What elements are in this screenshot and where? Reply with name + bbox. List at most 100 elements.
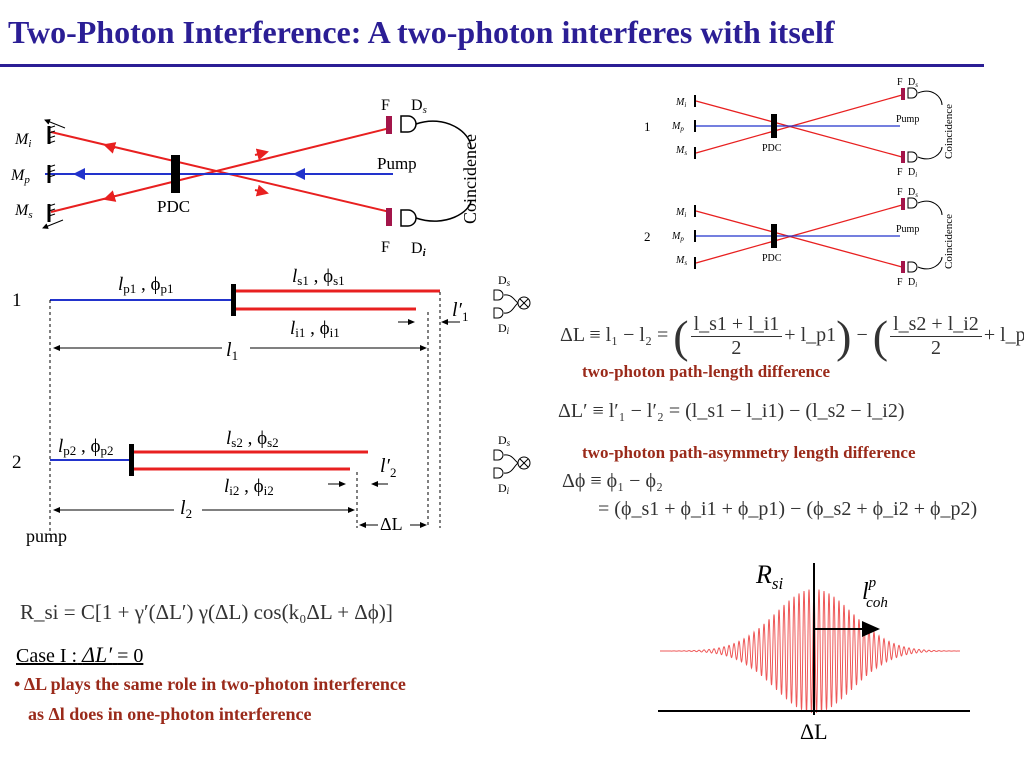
row-number-2: 2 bbox=[12, 452, 22, 473]
bullet-line-1: • ΔL plays the same role in two-photon i… bbox=[14, 674, 406, 695]
eq1-t2-den: 2 bbox=[930, 337, 941, 359]
eq1-t1-den: 2 bbox=[731, 337, 742, 359]
svg-text:Pump: Pump bbox=[896, 114, 919, 125]
coincidence-cable bbox=[415, 120, 472, 222]
path-length-diagram: 1 2 lp1 , ϕp1 ls1 , ϕs1 li1 , ϕi1 l′1 l1… bbox=[12, 266, 531, 546]
lp2-label: lp2 , ϕp2 bbox=[58, 436, 114, 458]
case-label: Case I : ΔL′ = 0 bbox=[16, 642, 143, 668]
li1-label: li1 , ϕi1 bbox=[290, 318, 340, 340]
mirror-s bbox=[42, 203, 64, 229]
pdc-label: PDC bbox=[157, 197, 190, 216]
lprime1-label: l′1 bbox=[452, 299, 468, 324]
delta-L-label: ΔL bbox=[380, 514, 403, 534]
filter-bottom bbox=[386, 208, 392, 226]
detector-pair-2: Ds Di bbox=[493, 433, 531, 496]
case-value: = 0 bbox=[117, 645, 144, 667]
red-arrow bbox=[103, 142, 117, 154]
coincidence-label: Coincidence bbox=[460, 134, 480, 224]
svg-text:F: F bbox=[897, 187, 903, 198]
svg-text:Di: Di bbox=[498, 321, 510, 336]
fringe-curve bbox=[659, 588, 961, 713]
case-title: Case I : bbox=[16, 645, 78, 667]
lprime2-label: l′2 bbox=[380, 455, 396, 480]
small-diagrams: 1 PDC Pump Mi Mp Ms F Ds F Di Coincidenc… bbox=[644, 77, 955, 289]
mirror-label-p: Mp bbox=[10, 167, 30, 186]
ls1-label: ls1 , ϕs1 bbox=[292, 266, 345, 288]
bullet-line-2: as Δl does in one-photon interference bbox=[28, 704, 312, 724]
page-title: Two-Photon Interference: A two-photon in… bbox=[8, 14, 835, 50]
equation-delta-L: ΔL ≡ l₁ − l₂ = (l_s1 + l_i1 2 + l_p1) − (l… bbox=[560, 310, 1024, 363]
eq1-lhs: ΔL ≡ l₁ − l₂ = bbox=[560, 324, 669, 347]
pdc-crystal bbox=[171, 155, 180, 193]
svg-text:Ds: Ds bbox=[498, 433, 511, 448]
eq1-minus: − bbox=[856, 324, 868, 347]
eq1-caption: two-photon path-length difference bbox=[582, 362, 831, 381]
svg-text:Coincidence: Coincidence bbox=[943, 104, 955, 159]
row-number-1: 1 bbox=[12, 290, 22, 311]
bullet-text-1: ΔL plays the same role in two-photon int… bbox=[23, 674, 406, 694]
svg-text:Mp: Mp bbox=[671, 121, 684, 133]
case-expr: ΔL′ bbox=[82, 642, 113, 667]
svg-text:Mi: Mi bbox=[675, 207, 686, 219]
svg-text:Di: Di bbox=[908, 167, 917, 179]
small-diagram-number: 1 bbox=[644, 119, 651, 134]
svg-text:PDC: PDC bbox=[762, 143, 782, 154]
mirror-i bbox=[44, 119, 66, 144]
svg-text:Di: Di bbox=[908, 277, 917, 289]
filter-top-label: F bbox=[381, 97, 390, 114]
mirror-label-s: Ms bbox=[14, 202, 33, 221]
eq2-caption: two-photon path-asymmetry length differe… bbox=[582, 443, 916, 462]
equation-delta-phi-line1: Δϕ ≡ ϕ₁ − ϕ₂ bbox=[562, 470, 663, 492]
svg-text:F: F bbox=[897, 77, 903, 88]
l2-label: l2 bbox=[180, 497, 192, 521]
detector-i-label: Di bbox=[411, 240, 427, 259]
filter-top bbox=[386, 116, 392, 134]
red-arrow bbox=[254, 184, 269, 197]
coincidence-rate-equation: R_si = C[1 + γ′(ΔL′) γ(ΔL) cos(k₀ΔL + Δϕ… bbox=[20, 600, 393, 624]
coherence-length-label: lp coh bbox=[862, 575, 888, 611]
plot-x-label: ΔL bbox=[800, 719, 828, 744]
svg-text:Ds: Ds bbox=[908, 187, 918, 199]
svg-text:Ms: Ms bbox=[675, 255, 687, 267]
pump-text: pump bbox=[26, 526, 67, 546]
red-arrow bbox=[254, 148, 269, 161]
small-diagram-2: 2 PDC Pump Mi Mp Ms F Ds F Di Coincidenc… bbox=[644, 187, 955, 289]
title-underline bbox=[0, 64, 984, 67]
svg-text:Di: Di bbox=[498, 481, 510, 496]
small-diagram-number: 2 bbox=[644, 229, 651, 244]
mirror-label-i: Mi bbox=[14, 131, 31, 150]
detector-pair-1: Ds Di bbox=[493, 273, 531, 336]
svg-text:PDC: PDC bbox=[762, 253, 782, 264]
svg-text:Pump: Pump bbox=[896, 224, 919, 235]
pdc-crystal-1 bbox=[231, 284, 236, 316]
bullet-marker: • bbox=[14, 674, 21, 694]
equation-delta-L-prime: ΔL′ ≡ l′₁ − l′₂ = (l_s1 − l_i1) − (l_s2 … bbox=[558, 400, 905, 422]
svg-text:F: F bbox=[897, 167, 903, 178]
eq1-t2-tail: + l_p2 bbox=[983, 324, 1024, 347]
plot-y-label: Rsi bbox=[755, 560, 784, 593]
svg-text:Mp: Mp bbox=[671, 231, 684, 243]
eq1-t2-num: l_s2 + l_i2 bbox=[890, 313, 982, 337]
interference-plot: Rsi lp coh ΔL bbox=[658, 560, 970, 744]
li2-label: li2 , ϕi2 bbox=[224, 476, 274, 498]
svg-text:Ds: Ds bbox=[498, 273, 511, 288]
l1-label: l1 bbox=[226, 339, 238, 363]
svg-text:Ds: Ds bbox=[908, 77, 918, 89]
mirror-p bbox=[47, 164, 56, 183]
svg-text:Coincidence: Coincidence bbox=[943, 214, 955, 269]
eq1-t1-tail: + l_p1 bbox=[784, 324, 837, 347]
setup-diagram: PDC Mi Mp Ms F F Ds Di Pump Coincidence bbox=[10, 97, 480, 259]
pump-label: Pump bbox=[377, 154, 417, 173]
svg-text:F: F bbox=[897, 277, 903, 288]
interference-fringes bbox=[659, 588, 961, 713]
ls2-label: ls2 , ϕs2 bbox=[226, 428, 279, 450]
red-arrow bbox=[103, 190, 117, 202]
detector-s bbox=[400, 115, 417, 133]
detector-s-label: Ds bbox=[411, 97, 427, 116]
svg-text:Ms: Ms bbox=[675, 145, 687, 157]
svg-text:Mi: Mi bbox=[675, 97, 686, 109]
pdc-crystal-2 bbox=[129, 444, 134, 476]
lp1-label: lp1 , ϕp1 bbox=[118, 274, 174, 296]
equation-delta-phi-line2: = (ϕ_s1 + ϕ_i1 + ϕ_p1) − (ϕ_s2 + ϕ_i2 + … bbox=[598, 498, 978, 520]
detector-i bbox=[400, 209, 417, 227]
